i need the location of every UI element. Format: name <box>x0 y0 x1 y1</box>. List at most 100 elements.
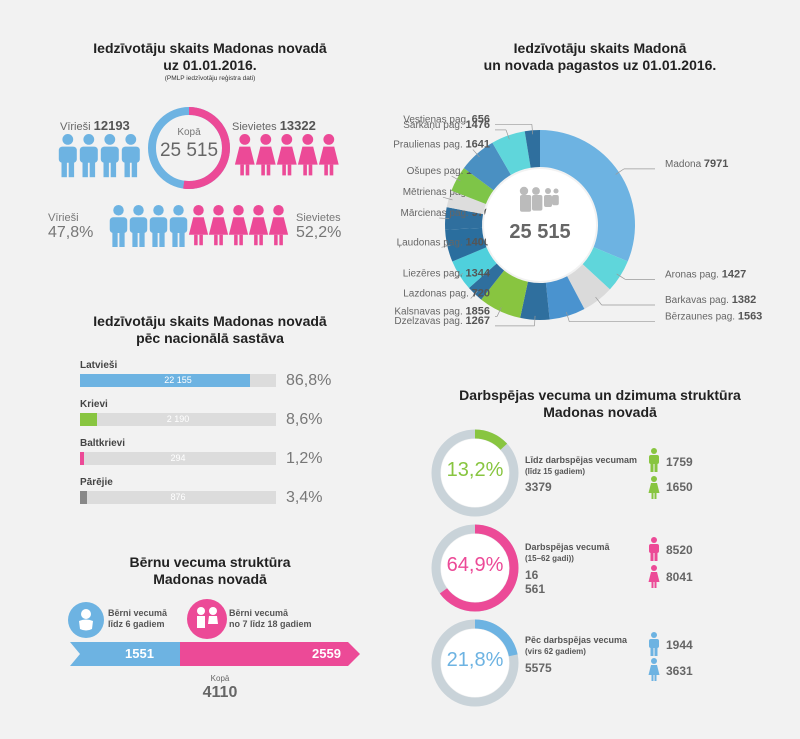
baby-icon <box>68 602 104 638</box>
working-age-groups: 13,2% Līdz darbspējas vecumam (līdz 15 g… <box>430 428 790 728</box>
donut-label: Madona 7971 <box>665 158 728 170</box>
age-label-under15: Līdz darbspējas vecumam <box>525 455 638 465</box>
donut-label: Lazdonas pag. 720 <box>403 287 490 299</box>
nationality-value: 2 190 <box>166 414 190 424</box>
donut-slice <box>567 264 610 309</box>
male-icon <box>649 537 659 561</box>
age-men-over62: 1944 <box>666 638 693 652</box>
nationality-value: 22 155 <box>164 375 192 385</box>
men-icons-row1 <box>58 134 140 178</box>
donut-label: Praulienas pag. 1641 <box>393 139 490 151</box>
age-women-working: 8041 <box>666 570 693 584</box>
men-count-value: 12193 <box>93 118 130 133</box>
nationality-percent: 3,4% <box>286 489 323 506</box>
nationality-percent: 1,2% <box>286 450 323 467</box>
men-count-label: Vīrieši 12193 <box>60 118 130 133</box>
age-women-over62: 3631 <box>666 664 693 678</box>
female-icon <box>648 476 660 499</box>
section1-title: Iedzīvotāju skaits Madonas novadā uz 01.… <box>93 40 327 73</box>
nationality-name: Pārējie <box>80 477 113 488</box>
female-icon <box>248 205 269 246</box>
donut-label: Dzelzavas pag. 1267 <box>394 315 490 327</box>
kids-icon <box>187 599 227 639</box>
female-icon <box>188 205 209 246</box>
donut-slice <box>452 247 497 289</box>
children-bar-under6 <box>70 642 180 666</box>
donut-slice <box>481 270 528 318</box>
female-icon <box>234 134 255 176</box>
nationality-value: 294 <box>170 453 186 463</box>
male-icon <box>169 205 188 247</box>
children-value2: 2559 <box>312 646 341 661</box>
nationality-row: Pārējie 876 3,4% <box>80 477 380 513</box>
donut-slice <box>451 168 494 205</box>
age-ring-under15 <box>431 429 519 517</box>
children-arrow-bar <box>70 642 360 666</box>
section1-note: (PMLP iedzīvotāju reģistra dati) <box>164 75 256 82</box>
donut-slice <box>545 276 585 320</box>
age-pct-working: 64,9% <box>446 554 504 576</box>
nationality-name: Latvieši <box>80 360 118 371</box>
children-total-label: Kopā <box>210 674 230 683</box>
donut-label: Sarkaņu pag. 1476 <box>403 119 490 131</box>
men-percent: Vīrieši 47,8% <box>48 212 94 241</box>
children-group1-label: Bērni vecumā līdz 6 gadiem <box>108 608 168 629</box>
male-icon <box>649 537 659 561</box>
donut-label: Kalsnavas pag. 1856 <box>394 305 490 317</box>
ring-fill <box>431 429 519 517</box>
total-ring-women <box>148 107 230 189</box>
donut-slice <box>463 142 511 191</box>
nationality-bar <box>80 491 87 504</box>
children-total-value: 4110 <box>202 684 238 701</box>
female-icon <box>208 205 229 246</box>
nationality-row: Krievi 2 190 8,6% <box>80 399 380 435</box>
section5-title: Bērnu vecuma struktūra Madonas novadā <box>129 554 291 587</box>
donut-slice <box>446 190 486 215</box>
nationality-name: Baltkrievi <box>80 438 126 449</box>
donut-slice <box>582 247 628 290</box>
section2-title: Iedzīvotāju skaits Madonā un novada paga… <box>483 40 717 73</box>
female-icon <box>255 134 276 176</box>
male-icon <box>649 632 659 656</box>
male-icon <box>649 448 659 472</box>
age-men-working: 8520 <box>666 543 693 557</box>
nationality-row: Baltkrievi 294 1,2% <box>80 438 380 474</box>
male-icon <box>649 632 659 656</box>
donut-label: Vestienas pag. 656 <box>403 113 490 125</box>
donut-slice <box>524 130 540 168</box>
women-count-label: Sievietes 13322 <box>232 118 316 133</box>
age-ring-over62 <box>431 619 519 707</box>
donut-slice <box>520 281 550 320</box>
male-icon <box>58 134 77 178</box>
age-total-over62: 5575 <box>525 661 552 675</box>
female-icon <box>276 134 297 176</box>
gender-split-icons <box>109 205 289 247</box>
female-icon <box>648 565 660 588</box>
women-count-value: 13322 <box>279 118 316 133</box>
nationality-bar <box>80 413 97 426</box>
nationality-value: 876 <box>170 492 186 502</box>
female-icon <box>318 134 339 176</box>
age-men-under15: 1759 <box>666 455 693 469</box>
male-icon <box>149 205 168 247</box>
donut-label: Bērzaunes pag. 1563 <box>665 311 762 323</box>
donut-slice <box>445 207 484 230</box>
total-value: 25 515 <box>159 140 219 161</box>
parish-donut-chart: Madona 7971 Aronas pag. 1427 Barkavas pag.… <box>393 113 762 327</box>
total-ring <box>148 107 230 189</box>
donut-label: Aronas pag. 1427 <box>665 268 746 280</box>
nationality-bar-track: 2 190 <box>80 413 276 426</box>
donut-slice <box>492 131 531 175</box>
age-total-under15: 3379 <box>525 480 552 494</box>
donut-label: Liezēres pag. 1344 <box>403 268 491 280</box>
age-label-working: Darbspējas vecumā <box>525 542 610 552</box>
female-icon <box>648 658 660 681</box>
nationality-bar-track: 876 <box>80 491 276 504</box>
male-icon <box>649 448 659 472</box>
male-icon <box>79 134 98 178</box>
ring-fill <box>431 524 519 612</box>
donut-label: Barkavas pag. 1382 <box>665 294 756 306</box>
nationality-percent: 86,8% <box>286 372 332 389</box>
age-ring-working <box>431 524 519 612</box>
female-icon <box>648 476 660 499</box>
